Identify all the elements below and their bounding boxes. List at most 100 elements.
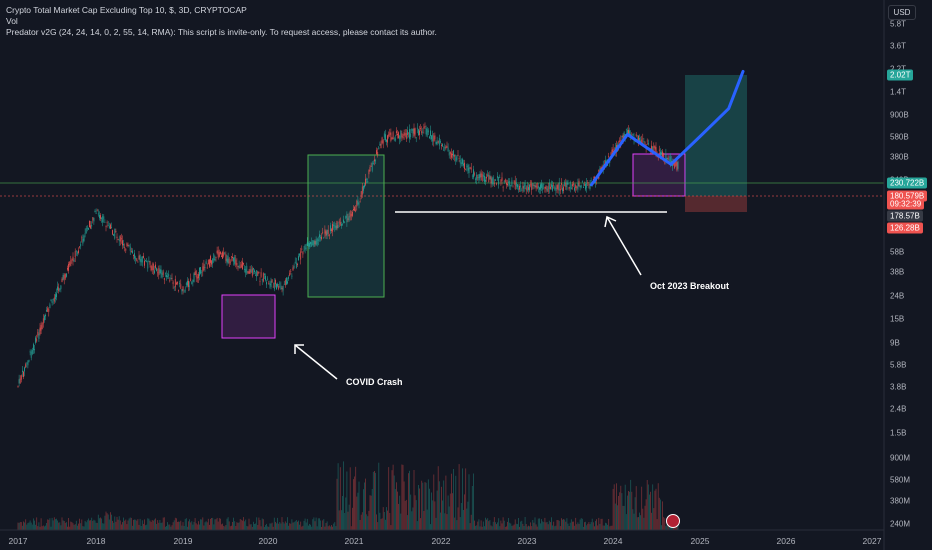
candle-body	[669, 156, 671, 164]
candle-body	[641, 139, 643, 144]
volume-bar	[138, 524, 140, 530]
candle-body	[350, 213, 352, 217]
volume-bar	[531, 526, 533, 530]
volume-bar	[192, 524, 194, 530]
volume-bar	[507, 521, 508, 530]
volume-bar	[496, 524, 497, 530]
candle-body	[564, 182, 566, 187]
volume-bar	[174, 517, 176, 530]
volume-bar	[349, 467, 351, 530]
volume-bar	[118, 516, 120, 530]
volume-bar	[36, 517, 38, 530]
volume-bar	[160, 523, 162, 530]
candle-body	[286, 277, 287, 285]
candle-body	[346, 213, 348, 223]
volume-bar	[319, 518, 320, 530]
volume-bar	[206, 522, 208, 530]
volume-bar	[236, 522, 238, 530]
candle-body	[496, 183, 497, 185]
candle-body	[352, 212, 353, 216]
volume-bar	[77, 525, 78, 530]
candle-body	[520, 185, 522, 188]
volume-bar	[668, 526, 670, 530]
volume-bar	[48, 519, 50, 530]
volume-bar	[438, 481, 440, 530]
volume-bar	[112, 520, 113, 530]
price-label: 09:32:39	[887, 198, 925, 210]
y-tick-label: 580B	[890, 132, 909, 142]
volume-bar	[480, 520, 482, 530]
volume-bar	[279, 522, 281, 530]
volume-bar	[416, 521, 418, 530]
volume-bar	[237, 522, 239, 530]
volume-bar	[140, 526, 142, 530]
candle-body	[267, 278, 269, 280]
candle-body	[528, 187, 529, 190]
candle-body	[182, 286, 184, 291]
volume-bar	[577, 522, 579, 530]
volume-bar	[31, 524, 33, 530]
x-tick-label: 2024	[603, 536, 623, 546]
candle-body	[542, 184, 544, 190]
candle-body	[199, 267, 200, 276]
volume-bar	[397, 491, 398, 530]
volume-bar	[126, 524, 128, 530]
candle-body	[275, 280, 276, 285]
volume-bar	[121, 524, 122, 530]
volume-bar	[82, 526, 84, 530]
currency-button[interactable]: USD	[888, 5, 916, 20]
candle-body	[45, 314, 46, 317]
volume-bar	[525, 524, 527, 530]
candle-body	[484, 175, 485, 182]
candle-body	[364, 184, 365, 188]
volume-bar	[110, 512, 111, 530]
candle-body	[608, 156, 610, 157]
candle-body	[565, 183, 567, 187]
candle-body	[316, 238, 318, 245]
volume-bar	[649, 494, 650, 530]
candle-body	[455, 157, 457, 162]
candle-body	[481, 173, 483, 181]
candle-body	[366, 179, 368, 180]
candle-body	[331, 229, 332, 231]
candle-body	[79, 246, 80, 248]
volume-bar	[341, 510, 342, 530]
candle-body	[638, 135, 639, 142]
volume-bar	[254, 524, 255, 530]
volume-bar	[214, 519, 216, 530]
volume-bar	[188, 521, 189, 530]
candle-body	[675, 160, 677, 166]
volume-bar	[548, 520, 550, 530]
volume-bar	[398, 503, 399, 530]
volume-bar	[554, 526, 556, 530]
volume-bar	[404, 500, 406, 530]
candle-body	[118, 239, 120, 242]
candle-body	[577, 183, 579, 190]
volume-bar	[389, 513, 391, 530]
volume-bar	[191, 521, 193, 530]
volume-bar	[94, 520, 96, 530]
candle-body	[537, 186, 539, 189]
candle-body	[297, 264, 298, 265]
volume-bar	[422, 482, 424, 530]
volume-bar	[86, 520, 88, 530]
candle-body	[666, 158, 668, 160]
volume-bar	[320, 520, 321, 530]
volume-bar	[370, 495, 372, 530]
price-label: 2.02T	[887, 69, 914, 81]
volume-bar	[221, 524, 222, 530]
candle-body	[403, 132, 405, 136]
candle-body	[667, 157, 669, 160]
volume-bar	[273, 517, 275, 530]
us-flag-icon[interactable]: US	[666, 514, 680, 528]
volume-bar	[299, 524, 300, 530]
candle-body	[75, 250, 77, 252]
volume-bar	[433, 474, 435, 530]
candle-body	[504, 179, 506, 182]
volume-bar	[27, 523, 29, 530]
volume-bar	[195, 523, 197, 530]
volume-bar	[182, 522, 184, 530]
candle-body	[115, 231, 117, 233]
volume-bar	[440, 512, 441, 530]
